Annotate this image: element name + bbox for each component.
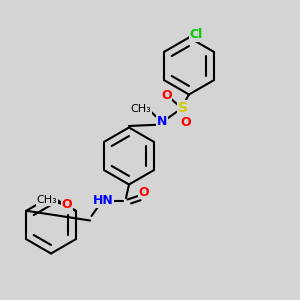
- Text: CH₃: CH₃: [130, 104, 152, 115]
- Text: S: S: [178, 101, 188, 115]
- Text: Cl: Cl: [190, 28, 203, 41]
- Text: O: O: [139, 185, 149, 199]
- Text: CH₃: CH₃: [37, 195, 58, 205]
- Text: O: O: [61, 198, 72, 211]
- Text: O: O: [181, 116, 191, 130]
- Text: O: O: [161, 89, 172, 103]
- Text: HN: HN: [93, 194, 114, 208]
- Text: N: N: [157, 115, 167, 128]
